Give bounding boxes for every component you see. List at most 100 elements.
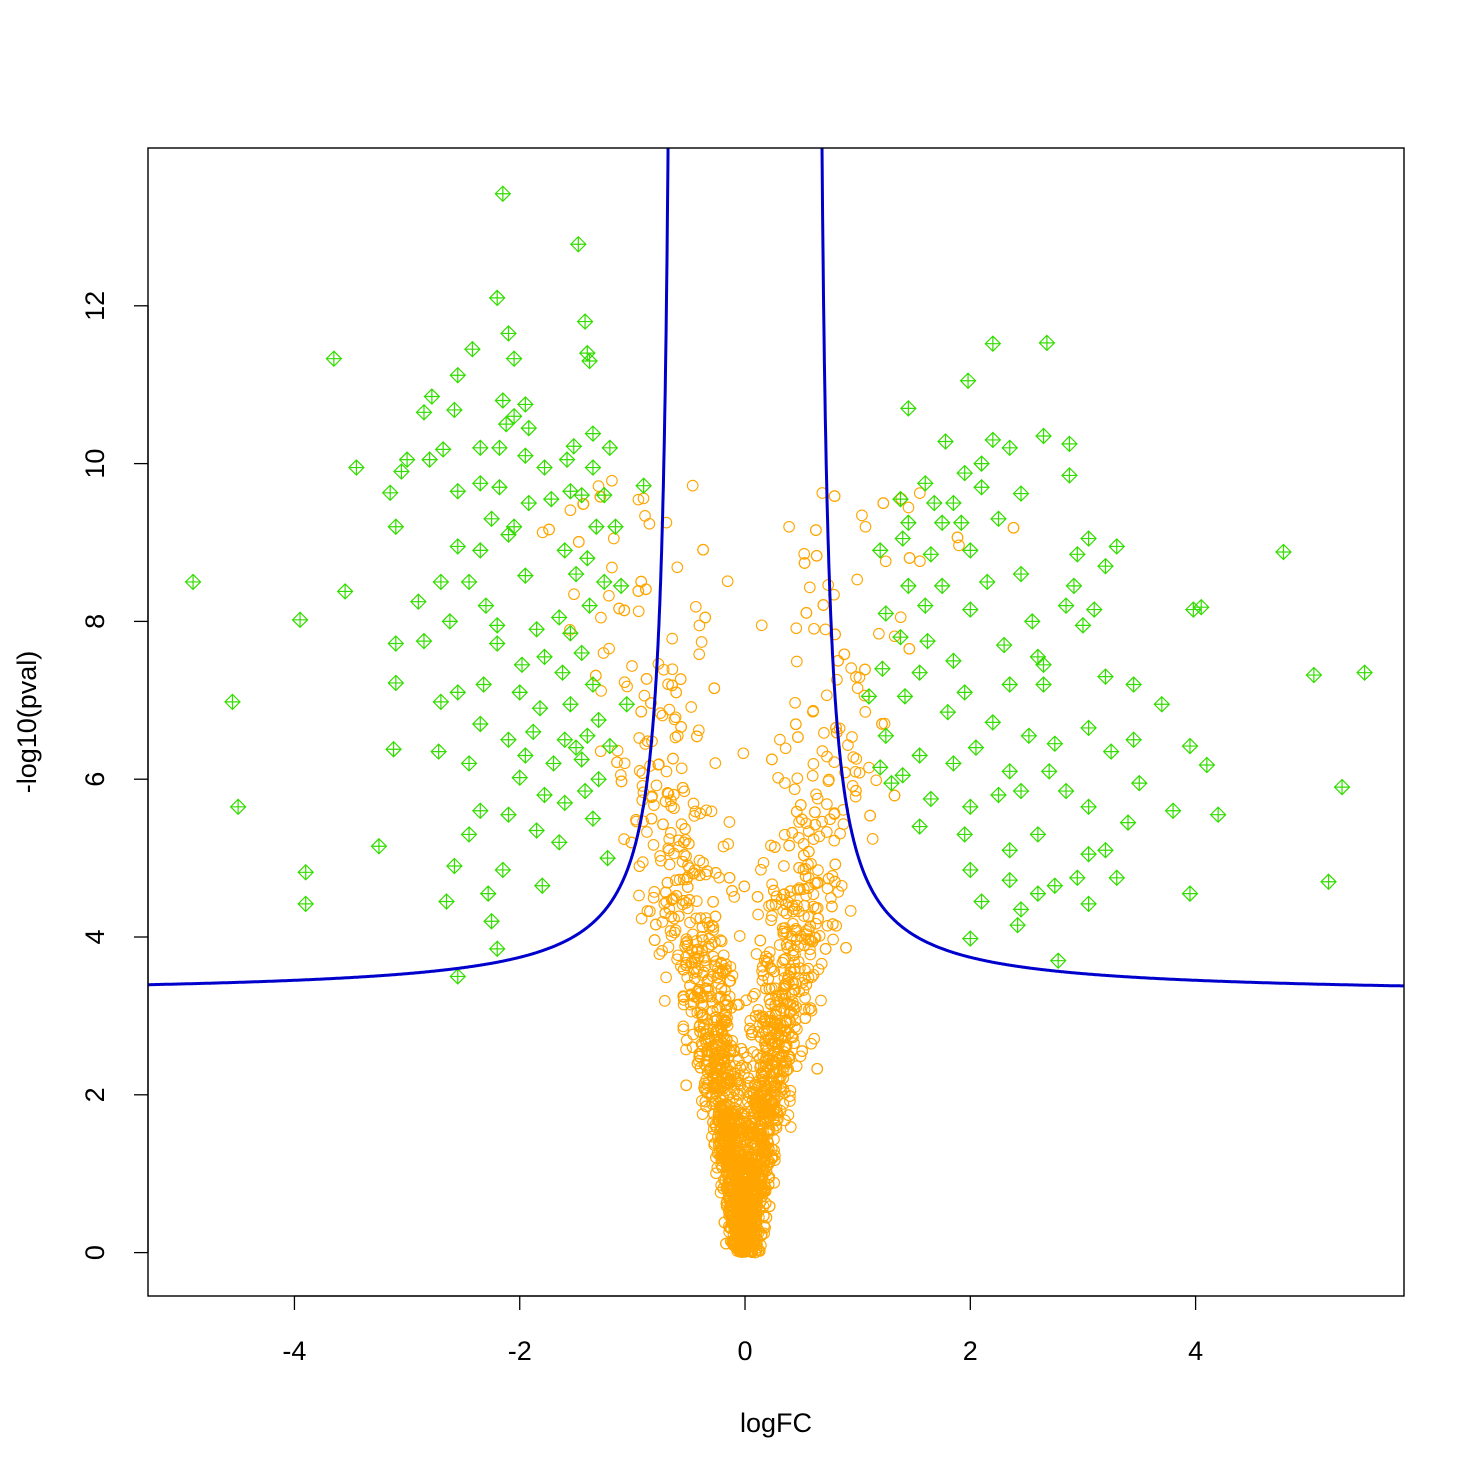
data-point: [762, 1054, 775, 1067]
data-point: [859, 706, 872, 718]
data-point: [696, 1108, 709, 1120]
data-point: [750, 1219, 763, 1231]
data-point: [790, 1060, 803, 1073]
data-point: [702, 1033, 715, 1046]
data-point: [731, 1208, 744, 1221]
data-point: [692, 983, 705, 996]
data-point: [760, 982, 772, 995]
data-point: [806, 935, 819, 948]
significant-point: [573, 751, 591, 768]
data-point: [688, 810, 701, 822]
significant-point: [1102, 743, 1120, 760]
data-point: [826, 918, 839, 930]
data-point: [755, 619, 768, 632]
significant-point: [916, 597, 934, 614]
data-point: [713, 1115, 726, 1128]
significant-point: [1049, 952, 1067, 970]
data-point: [827, 933, 839, 946]
significant-point: [500, 731, 517, 749]
y-tick-label: 0: [80, 1245, 110, 1260]
significant-point: [1356, 664, 1373, 682]
significant-point: [595, 573, 613, 591]
significant-point: [434, 441, 452, 458]
data-point: [787, 1031, 799, 1044]
data-point: [769, 1103, 781, 1116]
data-point: [681, 939, 694, 952]
data-point: [633, 860, 646, 873]
data-point: [769, 898, 782, 911]
x-tick-label: 4: [1188, 1336, 1203, 1366]
significant-point: [387, 518, 405, 536]
x-tick-label: 2: [963, 1336, 978, 1366]
y-tick-label: 10: [80, 449, 110, 479]
significant-point: [449, 684, 467, 701]
data-point: [783, 839, 796, 852]
significant-point: [607, 518, 624, 536]
significant-point: [554, 664, 571, 682]
data-point: [727, 1179, 740, 1191]
data-point: [724, 1077, 736, 1089]
data-point: [821, 882, 834, 895]
significant-point: [565, 437, 583, 455]
data-point: [721, 575, 734, 588]
significant-point: [449, 366, 467, 384]
data-point: [685, 1005, 698, 1018]
data-point: [829, 858, 842, 871]
data-point: [716, 1027, 729, 1039]
significant-point: [1275, 543, 1292, 561]
data-point: [821, 919, 834, 932]
data-point: [786, 930, 798, 943]
data-point: [680, 897, 692, 909]
data-point: [805, 1037, 818, 1050]
significant-point: [398, 451, 416, 469]
data-point: [611, 756, 623, 769]
significant-point: [984, 431, 1002, 449]
data-point: [749, 987, 761, 1000]
significant-point: [517, 747, 534, 764]
significant-point: [387, 635, 405, 652]
significant-point: [978, 573, 996, 591]
data-point: [728, 1216, 741, 1229]
significant-point: [1012, 565, 1030, 583]
significant-point: [973, 478, 990, 496]
significant-point: [505, 350, 523, 368]
data-point: [786, 996, 799, 1008]
significant-point: [569, 235, 587, 253]
significant-point: [536, 459, 553, 476]
data-point: [805, 934, 817, 947]
data-point: [750, 1129, 763, 1142]
data-point: [645, 812, 658, 825]
data-point: [650, 779, 663, 792]
significant-point: [513, 656, 531, 674]
data-point: [858, 689, 871, 702]
data-point: [705, 990, 717, 1003]
data-point: [568, 588, 580, 601]
data-point: [682, 837, 695, 850]
data-point: [688, 972, 701, 985]
data-point: [729, 1241, 742, 1253]
data-point: [698, 951, 711, 964]
data-point: [750, 1200, 762, 1213]
data-point: [799, 992, 811, 1004]
data-point: [669, 711, 682, 724]
data-point: [859, 520, 872, 533]
significant-point: [1009, 916, 1026, 934]
significant-point: [460, 755, 478, 772]
data-point: [784, 939, 797, 952]
significant-point: [1097, 557, 1114, 575]
data-point: [641, 905, 654, 917]
data-point: [723, 1201, 736, 1214]
data-point: [708, 1066, 721, 1079]
data-point: [664, 827, 677, 839]
data-point: [681, 935, 694, 948]
significant-point: [488, 289, 506, 307]
data-point: [688, 990, 701, 1003]
data-point: [770, 890, 783, 903]
data-point: [743, 1167, 755, 1180]
significant-point: [1209, 806, 1227, 824]
significant-point: [578, 727, 596, 745]
data-point: [751, 1195, 764, 1207]
data-point: [648, 799, 660, 811]
data-point: [737, 1196, 750, 1209]
significant-point: [1080, 845, 1097, 863]
